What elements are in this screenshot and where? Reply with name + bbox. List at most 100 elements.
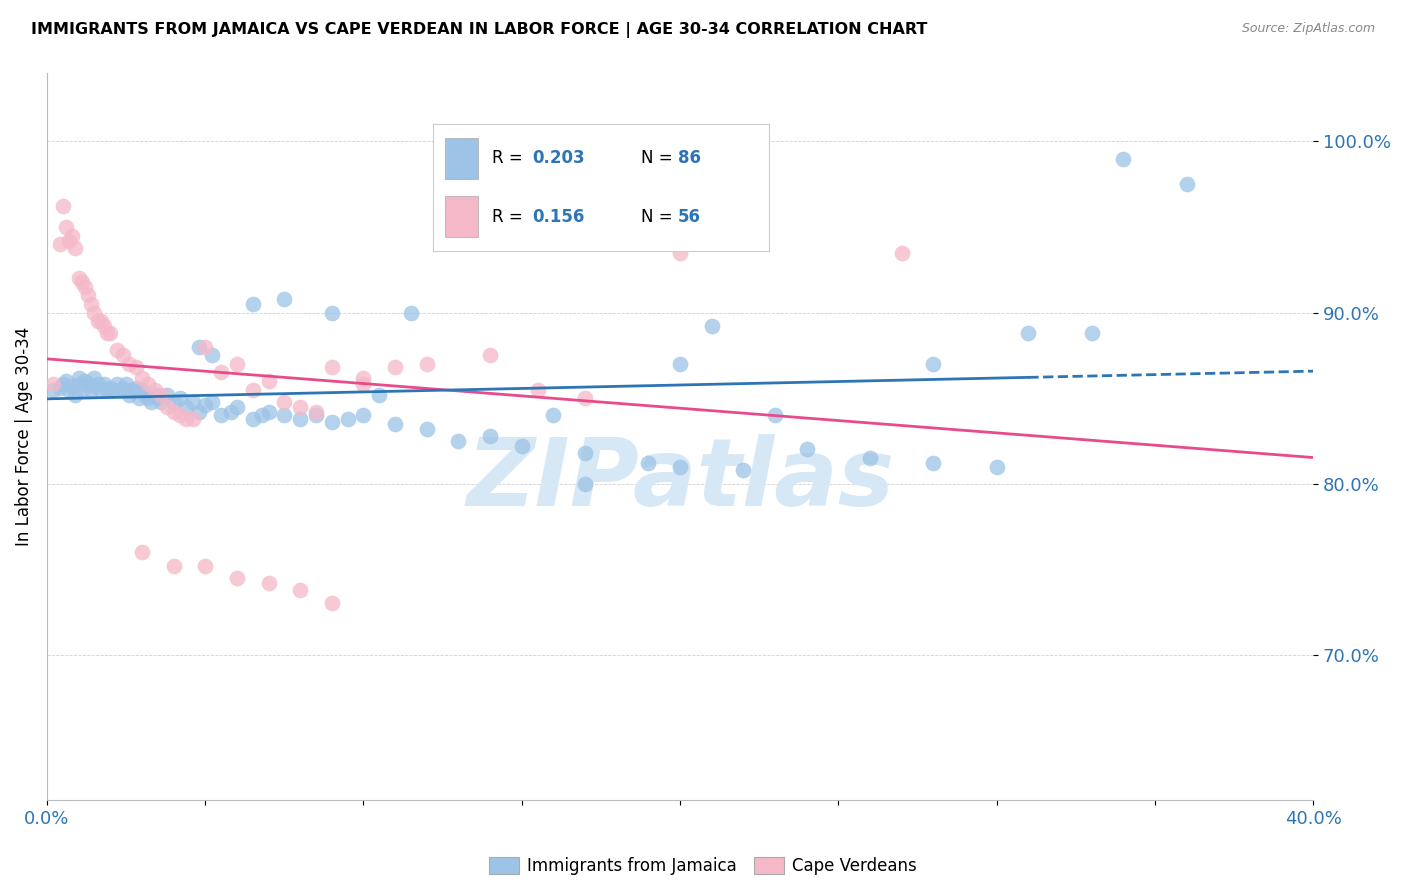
Point [321, 415, 343, 429]
Point [131, 383, 153, 397]
Point [194, 340, 217, 354]
Point [136, 391, 159, 405]
Point [416, 357, 439, 371]
Point [637, 456, 659, 470]
Point [257, 575, 280, 590]
Point [273, 292, 295, 306]
Point [305, 408, 328, 422]
Point [90, 314, 112, 328]
Point [1080, 326, 1102, 340]
Point [169, 408, 191, 422]
Point [194, 558, 217, 573]
Point [86, 314, 108, 328]
Point [143, 387, 166, 401]
Point [156, 387, 179, 401]
Point [225, 400, 247, 414]
Point [90, 383, 112, 397]
Point [134, 387, 156, 401]
Point [669, 357, 692, 371]
Point [103, 383, 125, 397]
Point [669, 245, 692, 260]
Point [763, 408, 786, 422]
Point [181, 394, 204, 409]
Point [1175, 178, 1198, 192]
Point [209, 408, 232, 422]
Point [1112, 152, 1135, 166]
Point [96, 383, 118, 397]
Point [93, 377, 115, 392]
Point [67, 370, 90, 384]
Point [859, 450, 882, 465]
Point [574, 476, 596, 491]
Point [83, 305, 105, 319]
Point [98, 326, 121, 340]
Point [77, 288, 100, 302]
Point [336, 411, 359, 425]
Point [242, 383, 264, 397]
Point [55, 219, 77, 234]
Point [70, 275, 93, 289]
Point [526, 383, 548, 397]
Point [131, 545, 153, 559]
Point [321, 360, 343, 375]
Point [58, 234, 80, 248]
Point [162, 558, 184, 573]
Point [80, 297, 103, 311]
Point [118, 387, 141, 401]
Point [479, 348, 502, 362]
Point [225, 357, 247, 371]
Point [242, 297, 264, 311]
Point [77, 377, 100, 392]
Point [225, 571, 247, 585]
Point [60, 228, 83, 243]
Point [242, 411, 264, 425]
Point [250, 408, 273, 422]
Point [96, 326, 118, 340]
Point [890, 245, 912, 260]
Point [257, 405, 280, 419]
Point [574, 391, 596, 405]
Point [922, 357, 945, 371]
Point [384, 360, 406, 375]
Point [321, 596, 343, 610]
Point [108, 383, 131, 397]
Point [115, 377, 138, 392]
Point [131, 370, 153, 384]
Point [67, 377, 90, 392]
Point [58, 383, 80, 397]
Point [200, 348, 222, 362]
Point [510, 439, 533, 453]
Point [321, 305, 343, 319]
Point [187, 405, 209, 419]
Point [700, 319, 723, 334]
Point [65, 240, 87, 254]
Point [86, 377, 108, 392]
Point [42, 377, 65, 392]
Point [288, 400, 311, 414]
Point [543, 408, 565, 422]
Point [149, 394, 172, 409]
Point [399, 305, 422, 319]
Point [98, 381, 121, 395]
Point [181, 411, 204, 425]
Point [733, 463, 755, 477]
Point [353, 408, 375, 422]
Point [111, 381, 134, 395]
Point [146, 391, 169, 405]
Point [111, 348, 134, 362]
Point [273, 394, 295, 409]
Text: IMMIGRANTS FROM JAMAICA VS CAPE VERDEAN IN LABOR FORCE | AGE 30-34 CORRELATION C: IMMIGRANTS FROM JAMAICA VS CAPE VERDEAN … [31, 22, 928, 38]
Point [73, 280, 96, 294]
Point [42, 383, 65, 397]
Point [105, 377, 128, 392]
Point [384, 417, 406, 431]
Point [83, 379, 105, 393]
Legend: Immigrants from Jamaica, Cape Verdeans: Immigrants from Jamaica, Cape Verdeans [482, 850, 924, 882]
Point [669, 459, 692, 474]
Point [479, 429, 502, 443]
Point [187, 340, 209, 354]
Point [48, 381, 70, 395]
Point [70, 383, 93, 397]
Point [55, 374, 77, 388]
Point [93, 319, 115, 334]
